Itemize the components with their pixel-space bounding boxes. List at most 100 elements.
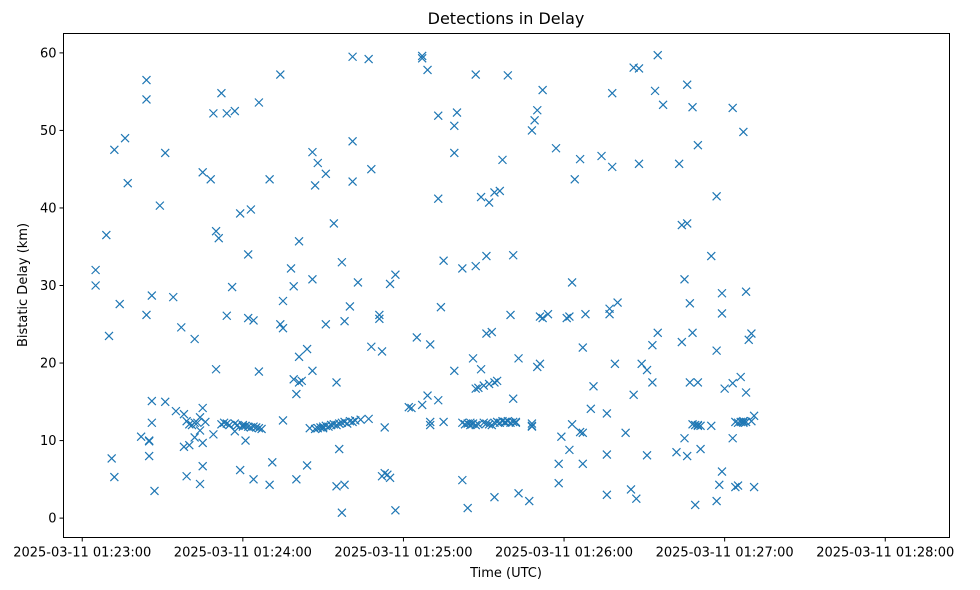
- data-point: [706, 251, 716, 261]
- data-point: [439, 256, 449, 266]
- data-point: [364, 414, 374, 424]
- data-point: [230, 106, 240, 116]
- data-point: [511, 417, 521, 427]
- data-point: [254, 423, 264, 433]
- data-point: [433, 111, 443, 121]
- data-point: [733, 481, 743, 490]
- data-point: [184, 419, 194, 429]
- data-point: [436, 302, 446, 312]
- data-point: [658, 100, 668, 110]
- data-point: [101, 230, 111, 240]
- x-tick-label: 2025-03-11 01:24:00: [174, 546, 312, 561]
- x-tick-label: 2025-03-11 01:28:00: [816, 546, 954, 561]
- data-point: [142, 75, 151, 85]
- data-point: [677, 337, 687, 347]
- data-point: [564, 312, 574, 321]
- data-point: [267, 457, 277, 467]
- data-point: [476, 364, 486, 374]
- data-point: [294, 377, 304, 387]
- data-point: [241, 436, 250, 446]
- data-point: [610, 359, 620, 369]
- data-point: [308, 366, 317, 376]
- data-point: [222, 108, 232, 118]
- data-point: [567, 419, 577, 429]
- data-point: [647, 377, 657, 387]
- data-point: [332, 420, 341, 430]
- data-point: [136, 432, 146, 442]
- data-point: [746, 416, 756, 426]
- data-point: [337, 257, 347, 267]
- data-point: [506, 310, 515, 320]
- data-point: [473, 419, 483, 429]
- data-point: [348, 52, 358, 62]
- data-point: [385, 473, 395, 483]
- data-point: [527, 125, 537, 135]
- data-point: [366, 164, 376, 174]
- x-axis: 2025-03-11 01:23:00 2025-03-11 01:24:00 20…: [13, 537, 954, 561]
- data-point: [578, 428, 588, 438]
- data-point: [471, 70, 481, 80]
- data-point: [308, 274, 317, 284]
- data-point: [275, 70, 285, 80]
- data-point: [294, 352, 304, 362]
- data-point: [741, 287, 751, 297]
- data-point: [249, 422, 258, 432]
- data-point: [538, 85, 548, 95]
- data-point: [198, 461, 208, 471]
- data-point: [222, 419, 232, 428]
- data-point: [329, 219, 339, 228]
- data-point: [192, 418, 202, 428]
- data-point: [586, 404, 596, 414]
- data-point: [243, 250, 253, 259]
- data-point: [685, 298, 695, 308]
- data-point: [621, 428, 631, 438]
- data-point: [637, 359, 647, 369]
- data-point: [607, 162, 617, 172]
- data-point: [551, 143, 561, 153]
- data-point: [602, 409, 612, 418]
- data-point: [198, 403, 208, 413]
- data-point: [465, 418, 475, 428]
- data-point: [508, 417, 518, 427]
- data-point: [345, 302, 355, 311]
- data-point: [484, 198, 494, 207]
- data-point: [417, 51, 427, 61]
- data-point: [348, 136, 358, 146]
- data-point: [109, 472, 119, 482]
- data-point: [490, 377, 499, 387]
- data-point: [150, 486, 159, 496]
- data-point: [736, 372, 746, 382]
- data-point: [498, 155, 507, 165]
- data-point: [674, 159, 684, 169]
- data-point: [508, 250, 518, 260]
- data-point: [297, 376, 307, 386]
- data-point: [490, 492, 499, 502]
- data-point: [190, 433, 200, 442]
- data-point: [471, 420, 481, 430]
- data-point: [473, 383, 483, 393]
- data-point: [749, 482, 759, 492]
- data-point: [91, 265, 101, 275]
- data-point: [356, 415, 366, 425]
- data-point: [575, 154, 585, 164]
- data-point: [198, 167, 208, 177]
- data-point: [479, 418, 489, 428]
- data-point: [634, 63, 644, 73]
- data-point: [115, 299, 125, 309]
- chart-title: Detections in Delay: [428, 9, 585, 28]
- data-point: [717, 288, 727, 298]
- data-point: [605, 304, 614, 314]
- data-point: [481, 419, 491, 428]
- data-point: [653, 328, 663, 338]
- data-point: [514, 488, 523, 498]
- data-point: [578, 343, 588, 352]
- data-point: [249, 315, 258, 325]
- data-point: [712, 191, 722, 201]
- y-tick-label: 10: [40, 434, 57, 449]
- data-point: [147, 291, 157, 301]
- data-point: [738, 416, 748, 426]
- data-point: [254, 367, 264, 376]
- data-point: [728, 103, 738, 113]
- data-point: [190, 334, 200, 344]
- y-tick-label: 20: [40, 357, 57, 372]
